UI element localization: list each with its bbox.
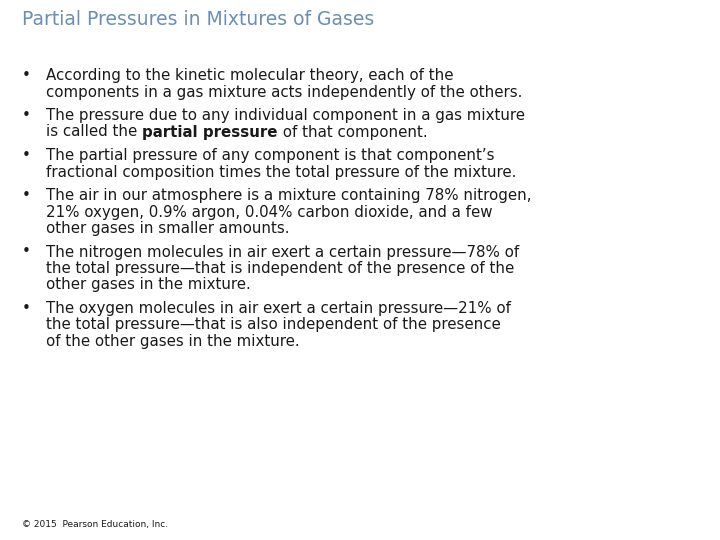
Text: The air in our atmosphere is a mixture containing 78% nitrogen,: The air in our atmosphere is a mixture c… [46, 188, 531, 203]
Text: 21% oxygen, 0.9% argon, 0.04% carbon dioxide, and a few: 21% oxygen, 0.9% argon, 0.04% carbon dio… [46, 205, 492, 219]
Text: other gases in smaller amounts.: other gases in smaller amounts. [46, 221, 289, 236]
Text: is called the: is called the [46, 125, 142, 139]
Text: of that component.: of that component. [277, 125, 427, 139]
Text: Partial Pressures in Mixtures of Gases: Partial Pressures in Mixtures of Gases [22, 10, 374, 29]
Text: According to the kinetic molecular theory, each of the: According to the kinetic molecular theor… [46, 68, 454, 83]
Text: other gases in the mixture.: other gases in the mixture. [46, 278, 251, 293]
Text: •: • [22, 188, 31, 203]
Text: The oxygen molecules in air exert a certain pressure—21% of: The oxygen molecules in air exert a cert… [46, 301, 511, 316]
Text: the total pressure—that is also independent of the presence: the total pressure—that is also independ… [46, 318, 500, 333]
Text: •: • [22, 68, 31, 83]
Text: •: • [22, 245, 31, 260]
Text: © 2015  Pearson Education, Inc.: © 2015 Pearson Education, Inc. [22, 520, 168, 529]
Text: •: • [22, 108, 31, 123]
Text: The nitrogen molecules in air exert a certain pressure—78% of: The nitrogen molecules in air exert a ce… [46, 245, 519, 260]
Text: of the other gases in the mixture.: of the other gases in the mixture. [46, 334, 300, 349]
Text: components in a gas mixture acts independently of the others.: components in a gas mixture acts indepen… [46, 84, 523, 99]
Text: fractional composition times the total pressure of the mixture.: fractional composition times the total p… [46, 165, 516, 179]
Text: The pressure due to any individual component in a gas mixture: The pressure due to any individual compo… [46, 108, 525, 123]
Text: •: • [22, 301, 31, 316]
Text: •: • [22, 148, 31, 163]
Text: the total pressure—that is independent of the presence of the: the total pressure—that is independent o… [46, 261, 514, 276]
Text: partial pressure: partial pressure [142, 125, 277, 139]
Text: The partial pressure of any component is that component’s: The partial pressure of any component is… [46, 148, 495, 163]
